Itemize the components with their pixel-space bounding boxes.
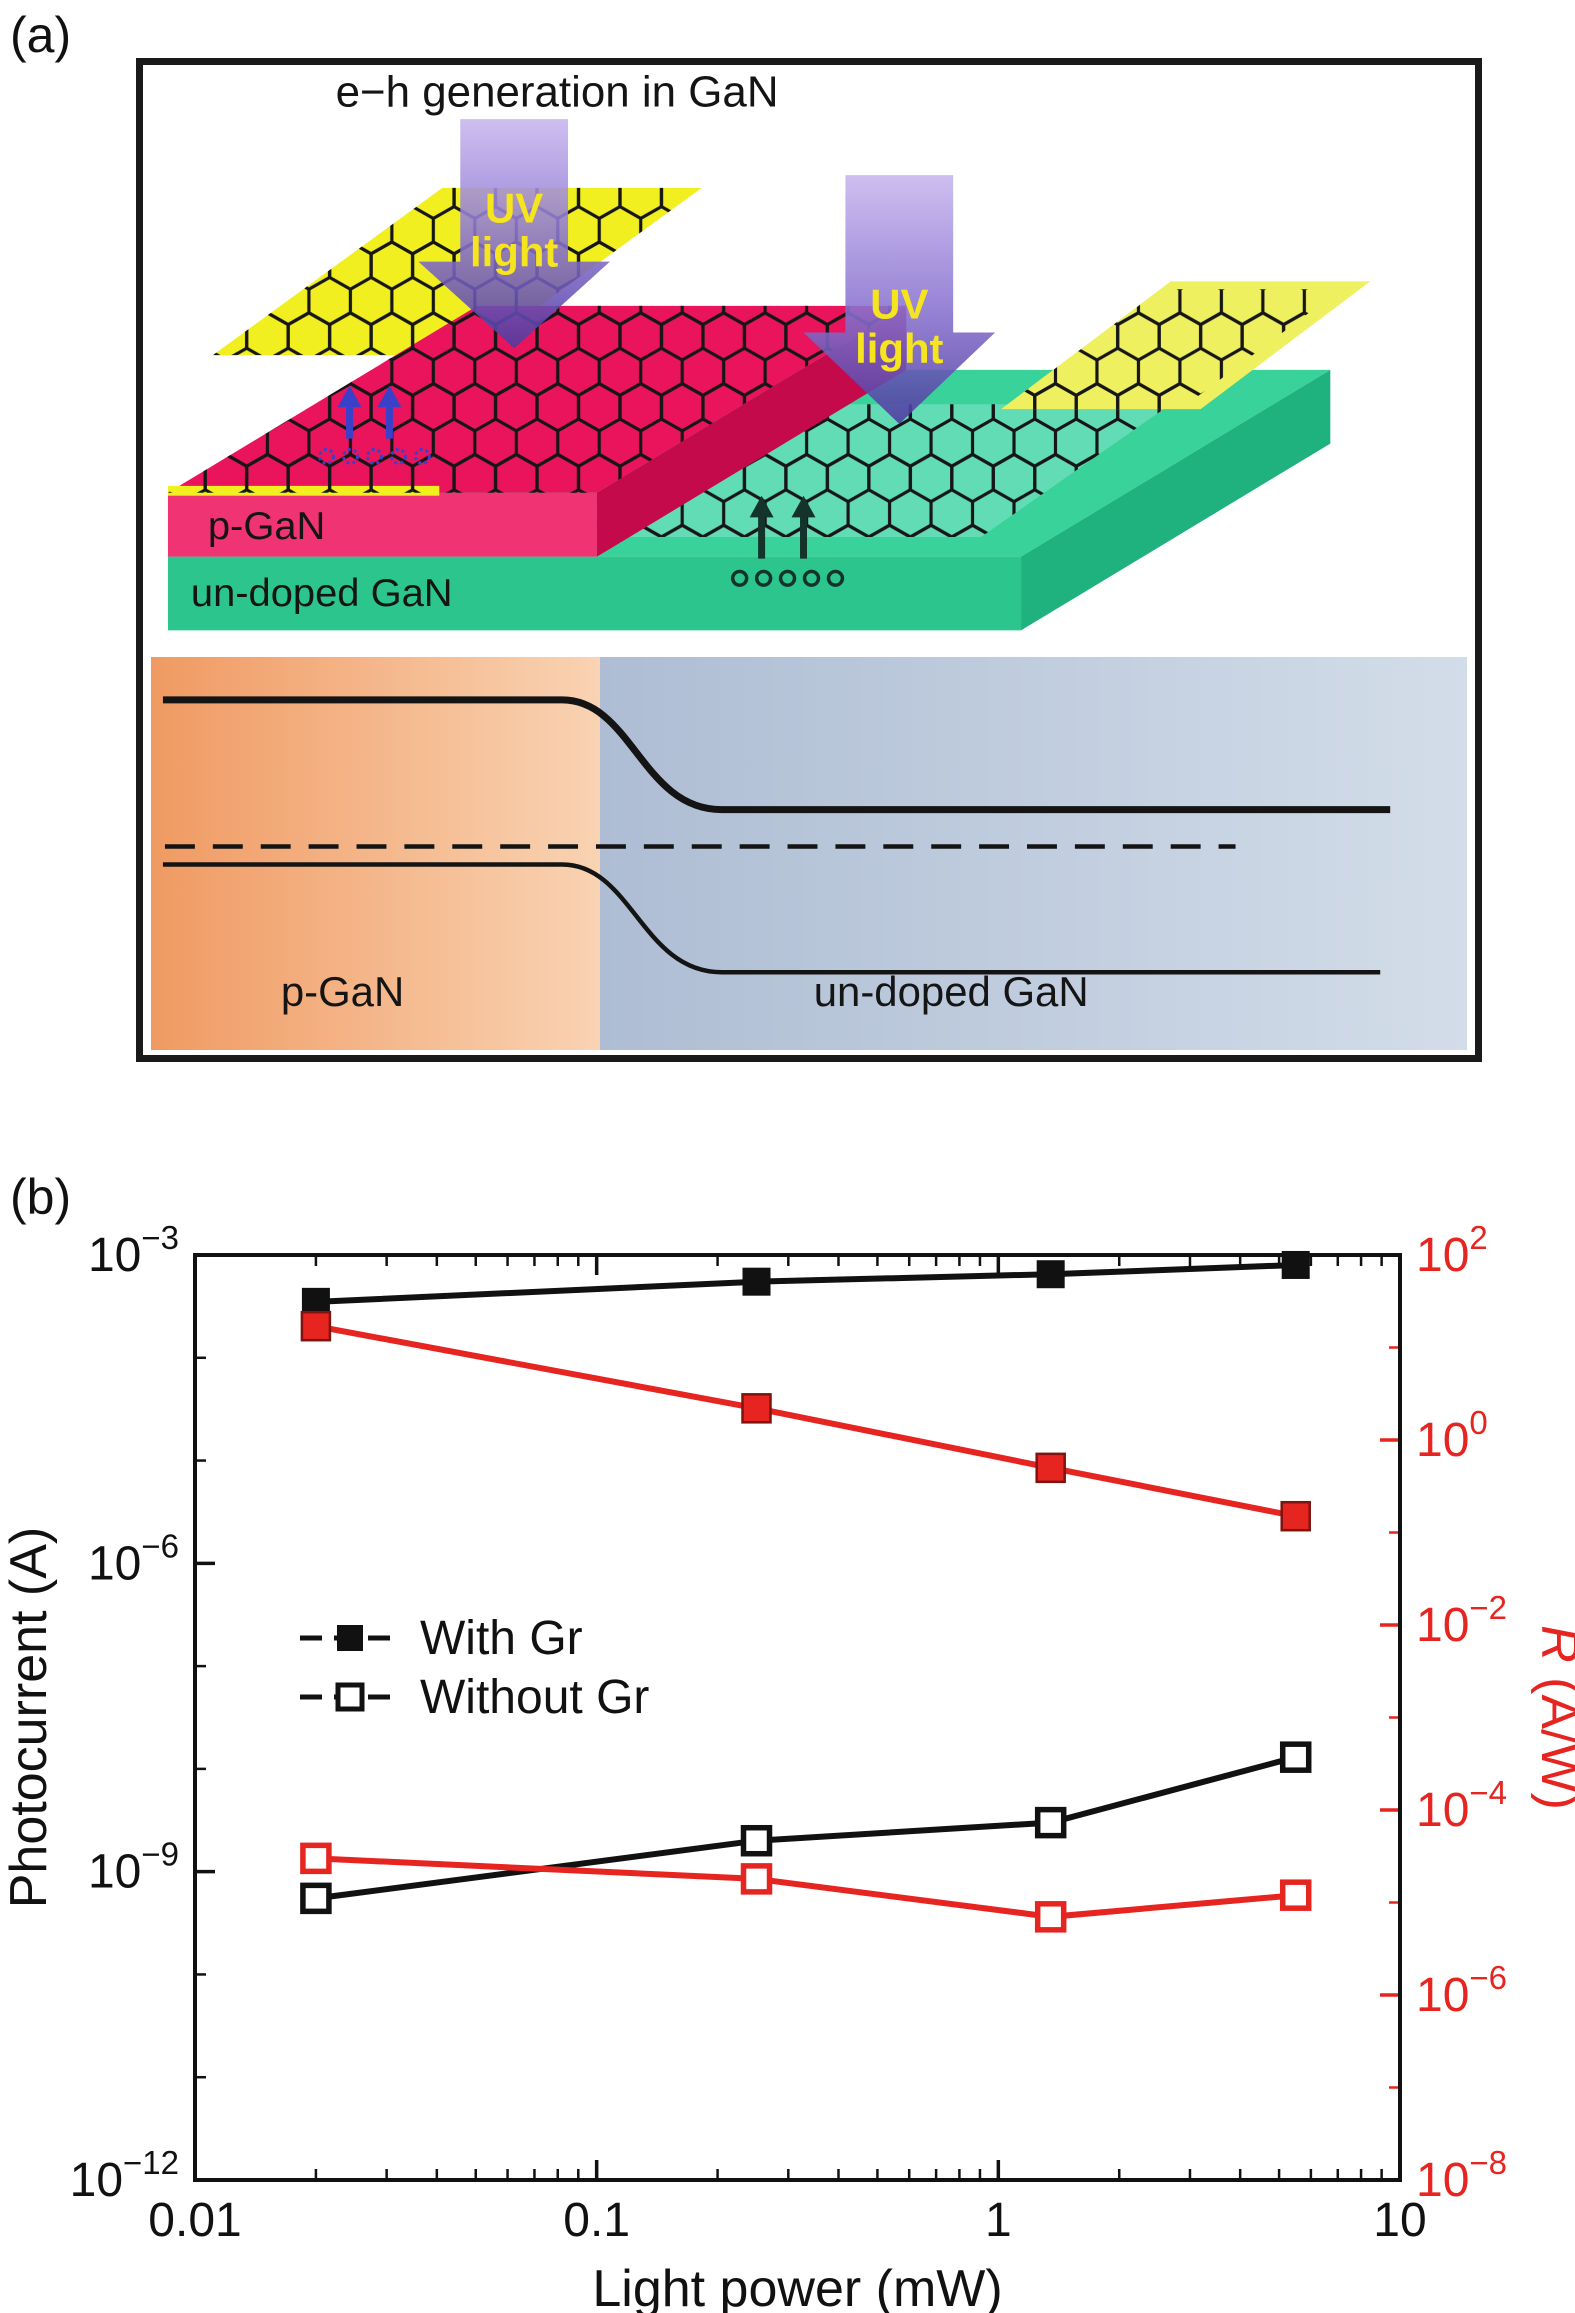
y-left-axis-title: Photocurrent (A) (0, 1527, 58, 1909)
p-gan-band-region (150, 656, 600, 1051)
y-left-tick-label: 10−3 (88, 1219, 179, 1282)
data-point-open (300, 1882, 332, 1915)
data-point-open (740, 1863, 773, 1895)
p-gan-right-face (596, 305, 907, 557)
schematic-title: e−h generation in GaN (336, 69, 779, 117)
x-tick-label: 10 (1373, 2194, 1426, 2247)
x-tick-label: 0.01 (148, 2194, 241, 2247)
band-undoped-label: un-doped GaN (814, 968, 1089, 1015)
hole-arrows-blue (337, 385, 402, 439)
data-point-filled (1281, 1250, 1310, 1279)
photocurrent-chart: 0.01 0.1 1 10 10−12 10−9 10−6 10−3 10−8 10−6 10−4 1… (0, 1219, 1575, 2313)
series-line-4 (315, 1855, 1296, 1920)
panel-a-box: UV light UV light p-GaN un-doped GaN e−h… (136, 58, 1482, 1062)
x-tick-label: 0.1 (563, 2194, 630, 2247)
uv-label-2-line2: light (855, 325, 944, 372)
y-left-tick-label: 10−12 (70, 2144, 179, 2207)
uv-label-2-line1: UV (870, 281, 928, 328)
x-tick-label: 1 (985, 2194, 1012, 2247)
band-p-gan-label: p-GaN (281, 968, 404, 1015)
p-gan-front-face (167, 492, 597, 557)
data-point-filled (1036, 1260, 1065, 1289)
uv-arrow-1: UV light (418, 119, 610, 349)
y-left-tick-label: 10−9 (88, 1836, 179, 1899)
electron-circles (730, 569, 845, 587)
panel-b-label: (b) (10, 1169, 72, 1225)
plot-frame (193, 1253, 1402, 2182)
y-right-tick-label: 102 (1416, 1219, 1488, 1282)
data-point-open (1034, 1806, 1067, 1839)
device-schematic: UV light UV light p-GaN un-doped GaN e−h… (167, 69, 1371, 631)
legend-marker-open (335, 1682, 365, 1712)
y-right-tick-label: 10−4 (1416, 1774, 1507, 1837)
panel-a-label: (a) (10, 7, 72, 63)
y-left-tick-label: 10−6 (88, 1527, 179, 1590)
gan-slab-front-face (167, 556, 1022, 631)
undoped-gan-band-region (599, 656, 1468, 1051)
y-right-tick-label: 10−8 (1416, 2144, 1507, 2207)
conduction-band-line (162, 696, 1391, 814)
data-point-filled (1280, 1500, 1311, 1532)
data-point-filled (742, 1267, 771, 1296)
data-point-filled (741, 1393, 772, 1424)
uv-down-arrow-icon (803, 175, 996, 424)
x-axis-title: Light power (mW) (592, 2260, 1002, 2313)
data-point-open (740, 1824, 773, 1857)
series-line-2 (315, 1323, 1297, 1520)
uv-down-arrow-icon (418, 119, 610, 349)
data-point-filled (300, 1310, 332, 1342)
data-point-open (1034, 1901, 1067, 1933)
graphene-lattice-right (1001, 289, 1341, 410)
uv-label-1-line1: UV (485, 185, 543, 232)
plot-background (195, 1255, 1400, 2180)
series-line-1 (315, 1262, 1296, 1305)
valence-band-line (162, 862, 1381, 975)
data-point-filled (1035, 1452, 1066, 1484)
graphene-lattice-pgan (167, 305, 907, 493)
uv-label-1-line2: light (470, 229, 559, 276)
legend-label: Without Gr (420, 1671, 649, 1724)
legend-marker-filled (337, 1625, 363, 1651)
p-gan-label: p-GaN (208, 504, 326, 548)
hole-circles-blue (318, 448, 431, 465)
undoped-gan-label: un-doped GaN (191, 571, 453, 615)
y-right-tick-label: 100 (1416, 1404, 1488, 1467)
data-point-open (300, 1842, 332, 1875)
gan-slab-right-face (1021, 369, 1331, 631)
legend-label: With Gr (420, 1612, 583, 1665)
y-right-axis-title: R (A/W) (1530, 1625, 1575, 1810)
electron-arrows-black (749, 495, 816, 559)
y-right-tick-label: 10−2 (1416, 1589, 1507, 1652)
band-diagram: p-GaN un-doped GaN (150, 656, 1468, 1051)
uv-arrow-2: UV light (803, 175, 996, 424)
data-point-open (1279, 1741, 1312, 1773)
y-right-tick-label: 10−6 (1416, 1959, 1507, 2022)
data-point-open (1279, 1879, 1312, 1911)
